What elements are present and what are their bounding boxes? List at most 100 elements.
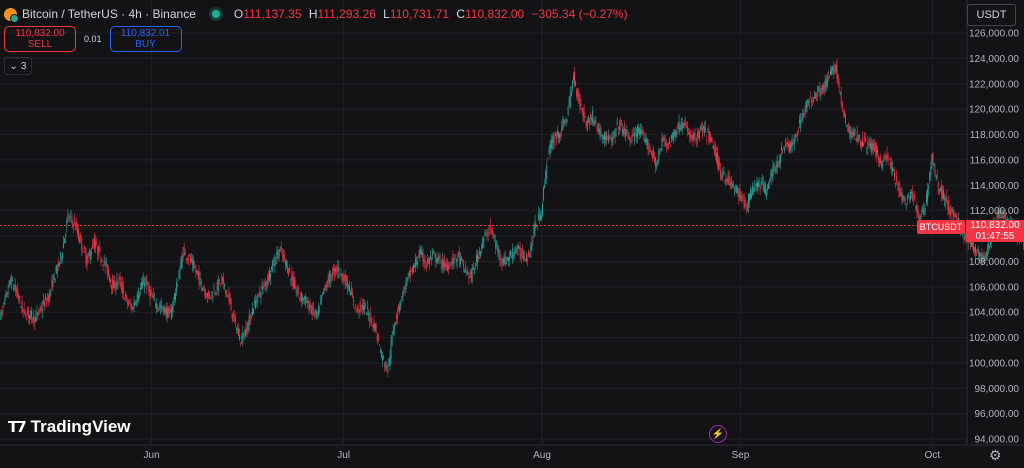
candle-body: [143, 279, 145, 285]
candle-body: [615, 128, 617, 131]
candle-body: [676, 131, 678, 134]
candle-body: [314, 310, 316, 314]
candle-body: [795, 136, 797, 137]
candle-body: [175, 293, 177, 301]
candle-body: [117, 283, 119, 284]
candle-body: [393, 324, 395, 333]
candle-body: [682, 123, 684, 128]
price-tick-label: 106,000.00: [969, 282, 1019, 293]
gear-icon[interactable]: ⚙: [989, 447, 1002, 463]
candle-body: [719, 163, 721, 165]
sell-button[interactable]: 110,832.00 SELL: [4, 26, 76, 52]
candle-body: [11, 279, 13, 281]
symbol-title[interactable]: Bitcoin / TetherUS · 4h · Binance: [22, 7, 196, 21]
candle-body: [310, 310, 312, 313]
candle-body: [45, 296, 46, 300]
candle-body: [955, 215, 957, 223]
candle-body: [86, 255, 88, 266]
candle-body: [817, 86, 819, 96]
candle-body: [215, 292, 217, 294]
candle-body: [81, 238, 83, 250]
candle-body: [674, 129, 676, 136]
candle-body: [73, 219, 75, 221]
candle-body: [146, 280, 148, 290]
candle-body: [489, 225, 491, 228]
candle-body: [644, 139, 646, 143]
candle-body: [951, 209, 953, 210]
candle-body: [280, 246, 282, 250]
candle-body: [581, 108, 583, 111]
candle-body: [93, 243, 94, 245]
candle-body: [704, 127, 706, 133]
indicators-toggle-button[interactable]: ⌄ 3: [4, 57, 32, 75]
candle-body: [648, 147, 650, 149]
candle-body: [762, 183, 764, 190]
candle-body: [305, 296, 307, 304]
candle-body: [607, 137, 609, 139]
candle-body: [478, 256, 479, 259]
candle-body: [673, 132, 675, 143]
candle-body: [272, 260, 274, 272]
candle-body: [929, 172, 931, 180]
candle-body: [498, 249, 500, 254]
candle-body: [71, 220, 73, 222]
candle-body: [152, 294, 154, 299]
candle-body: [80, 234, 82, 239]
candle-body: [822, 87, 824, 92]
candle-body: [984, 256, 986, 263]
tradingview-logo[interactable]: 𝗧𝟳 TradingView: [8, 417, 131, 437]
candle-body: [313, 313, 315, 317]
candle-body: [336, 269, 338, 271]
candle-body: [875, 146, 877, 156]
lightning-icon[interactable]: ⚡: [709, 425, 727, 443]
candle-body: [389, 356, 391, 366]
candle-body: [94, 238, 95, 250]
candle-body: [405, 281, 407, 290]
candle-body: [247, 322, 249, 331]
candle-body: [698, 131, 700, 138]
candle-body: [515, 248, 517, 252]
time-axis[interactable]: Jun Jul Aug Sep Oct: [144, 450, 941, 461]
candle-body: [320, 301, 322, 304]
candle-body: [24, 309, 26, 316]
candle-body: [595, 120, 597, 124]
candle-body: [276, 250, 278, 260]
candle-body: [357, 305, 359, 311]
candle-body: [411, 266, 413, 272]
candle-body: [649, 150, 651, 152]
chart-grid: [0, 0, 967, 445]
candle-body: [212, 296, 214, 298]
candle-body: [233, 315, 235, 318]
candle-body: [669, 139, 670, 145]
candle-body: [39, 307, 41, 310]
candle-body: [217, 280, 219, 291]
candle-body: [808, 100, 810, 107]
candle-body: [537, 213, 539, 221]
price-tick-label: 112,000.00: [970, 206, 1020, 217]
candle-body: [382, 355, 383, 361]
candle-body: [101, 261, 103, 263]
candle-body: [505, 260, 507, 265]
candle-body: [677, 123, 679, 128]
candle-body: [767, 184, 769, 191]
candle-body: [18, 295, 20, 302]
buy-button[interactable]: 110,832.01 BUY: [109, 26, 182, 52]
candle-body: [921, 207, 923, 211]
candle-body: [577, 89, 579, 98]
candle-body: [163, 305, 165, 315]
candle-body: [230, 299, 232, 311]
currency-selector[interactable]: USDT: [967, 4, 1016, 26]
candle-body: [819, 86, 821, 96]
candle-body: [176, 281, 178, 292]
candle-body: [447, 265, 449, 271]
candle-body: [46, 302, 47, 304]
candle-body: [857, 138, 859, 142]
candle-body: [432, 251, 434, 256]
candle-body: [83, 246, 85, 248]
candle-body: [287, 265, 289, 274]
candle-body: [84, 246, 86, 253]
candle-body: [322, 292, 324, 295]
candle-body: [699, 126, 701, 130]
candle-body: [862, 137, 863, 148]
